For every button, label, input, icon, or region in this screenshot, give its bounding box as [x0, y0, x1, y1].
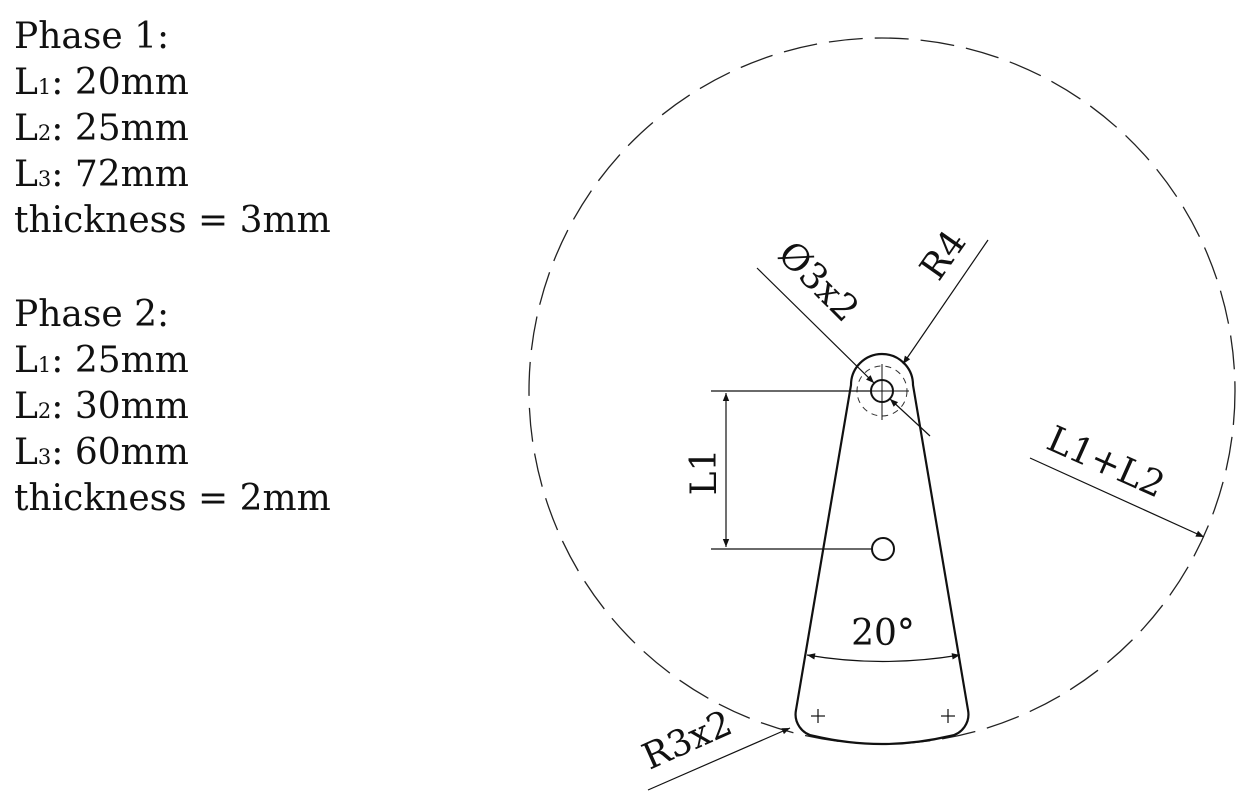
phase-2-l2: L2: 30mm — [14, 386, 189, 427]
phase-1-l3: L3: 72mm — [14, 154, 189, 195]
phase-2-l1: L1: 25mm — [14, 340, 189, 381]
top-radius-label: R4 — [912, 223, 974, 287]
phase-1-heading: Phase 1: — [14, 16, 170, 57]
hole-diameter-label: Ø3x2 — [770, 234, 867, 331]
outer-radius-leader — [1029, 457, 1205, 538]
corner-radius-leader — [647, 727, 791, 791]
phase-1-l1: L1: 20mm — [14, 62, 189, 103]
l1-dimension — [711, 390, 871, 550]
phase-2-heading: Phase 2: — [14, 294, 170, 335]
middle-hole — [871, 537, 895, 561]
corner-center-marks — [811, 709, 955, 723]
corner-radius-label: R3x2 — [636, 703, 738, 778]
angle-label: 20° — [851, 613, 915, 654]
phase-2-thickness: thickness = 2mm — [14, 478, 331, 519]
phase-1-thickness: thickness = 3mm — [14, 198, 331, 244]
top-radius-leader — [902, 239, 989, 365]
phase-2-l3: L3: 60mm — [14, 432, 189, 473]
outer-radius-label: L1+L2 — [1041, 419, 1171, 507]
highlighted-thickness: thickness = 3mm — [14, 198, 331, 244]
hole-diameter-leader — [756, 267, 931, 437]
phase-notes: Phase 1: L1: 20mm L2: 25mm L3: 72mm thic… — [14, 14, 331, 522]
link-outline — [794, 352, 970, 746]
angle-arc — [806, 653, 961, 663]
l1-label: L1 — [684, 449, 725, 496]
phase-1-l2: L2: 25mm — [14, 108, 189, 149]
